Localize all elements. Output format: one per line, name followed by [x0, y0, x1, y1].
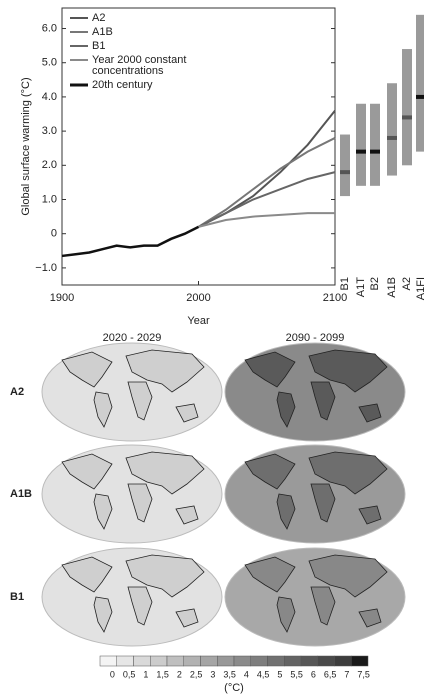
colorbar-label: 2,5	[190, 669, 203, 679]
y-tick-label: 5.0	[42, 57, 57, 69]
colorbar-label: 5,5	[290, 669, 303, 679]
y-tick-label: −1.0	[35, 262, 57, 274]
colorbar-box	[133, 655, 151, 667]
x-tick-label: 2100	[323, 292, 347, 304]
colorbar-box	[116, 655, 134, 667]
best-estimate	[340, 170, 350, 175]
colorbar-box	[250, 655, 268, 667]
colorbar-label: 3,5	[223, 669, 236, 679]
series-line	[61, 225, 200, 258]
colorbar-unit: (°C)	[224, 682, 244, 694]
series-line	[198, 171, 336, 228]
best-estimate	[416, 94, 424, 99]
series-line	[197, 137, 336, 228]
y-tick-label: 6.0	[42, 22, 57, 34]
legend-label: B1	[92, 40, 105, 52]
range-bar	[356, 103, 366, 186]
map-panel	[41, 444, 223, 544]
series-line	[198, 212, 335, 228]
colorbar-box	[183, 655, 201, 667]
y-tick-label: 3.0	[42, 125, 57, 137]
best-estimate	[370, 149, 380, 154]
colorbar-box	[284, 655, 302, 667]
colorbar-box	[99, 655, 117, 667]
legend-label: Year 2000 constant concentrations	[92, 54, 186, 77]
range-bar	[340, 134, 350, 197]
colorbar-label: 2	[177, 669, 182, 679]
y-tick-label: 2.0	[42, 159, 57, 171]
category-label: A1FI	[415, 277, 424, 300]
range-bar	[416, 14, 424, 152]
colorbar-label: 0	[110, 669, 115, 679]
colorbar-label: 6,5	[324, 669, 337, 679]
colorbar-box	[351, 655, 369, 667]
colorbar-label: 0,5	[123, 669, 136, 679]
colorbar-label: 1,5	[156, 669, 169, 679]
y-tick-label: 4.0	[42, 91, 57, 103]
x-axis-label: Year	[187, 315, 210, 327]
row-label: A1B	[10, 488, 32, 500]
map-panel	[224, 547, 406, 647]
y-axis-label: Global surface warming (°C)	[20, 77, 32, 215]
y-tick-label: 1.0	[42, 193, 57, 205]
colorbar-box	[166, 655, 184, 667]
best-estimate	[356, 149, 366, 154]
category-label: A1B	[386, 277, 398, 298]
range-bar	[370, 103, 380, 186]
map-panel	[41, 547, 223, 647]
colorbar-label: 7,5	[357, 669, 370, 679]
colorbar-box	[233, 655, 251, 667]
legend-label: 20th century	[92, 79, 153, 91]
colorbar-box	[200, 655, 218, 667]
map-panel	[224, 342, 406, 442]
best-estimate	[402, 115, 412, 120]
colorbar-label: 5	[277, 669, 282, 679]
column-title: 2090 - 2099	[286, 332, 345, 344]
row-label: A2	[10, 386, 24, 398]
y-tick-label: 0	[51, 228, 57, 240]
category-label: A2	[401, 277, 413, 290]
map-panel	[41, 342, 223, 442]
series-line	[198, 109, 336, 228]
colorbar-box	[317, 655, 335, 667]
legend-label: A1B	[92, 26, 113, 38]
range-bar	[387, 83, 397, 176]
column-title: 2020 - 2029	[103, 332, 162, 344]
colorbar-box	[334, 655, 352, 667]
legend-label: A2	[92, 12, 105, 24]
range-bar	[402, 49, 412, 166]
category-label: A1T	[355, 277, 367, 297]
colorbar-box	[267, 655, 285, 667]
colorbar-label: 1	[143, 669, 148, 679]
colorbar-box	[150, 655, 168, 667]
colorbar-label: 4,5	[257, 669, 270, 679]
category-label: B2	[369, 277, 381, 290]
best-estimate	[387, 135, 397, 140]
colorbar-box	[300, 655, 318, 667]
x-tick-label: 1900	[50, 292, 74, 304]
colorbar-label: 4	[244, 669, 249, 679]
colorbar-label: 3	[210, 669, 215, 679]
colorbar-box	[217, 655, 235, 667]
x-tick-label: 2000	[186, 292, 210, 304]
colorbar-label: 6	[311, 669, 316, 679]
row-label: B1	[10, 591, 24, 603]
category-label: B1	[339, 277, 351, 290]
colorbar-label: 7	[344, 669, 349, 679]
map-panel	[224, 444, 406, 544]
